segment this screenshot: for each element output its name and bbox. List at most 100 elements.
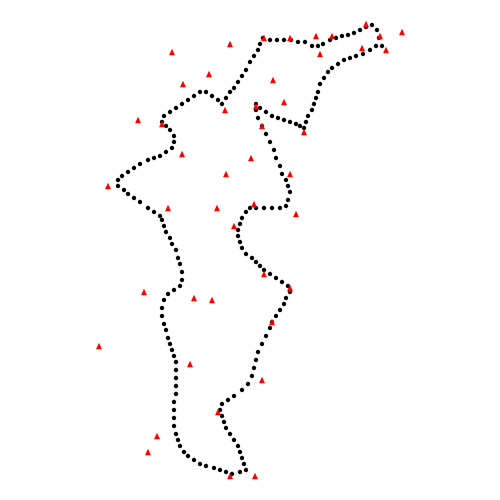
scattered-triangle xyxy=(313,32,319,40)
scattered-triangle xyxy=(214,204,220,212)
outline-dot xyxy=(305,113,311,119)
outline-dot xyxy=(379,43,385,49)
scattered-triangle xyxy=(383,46,389,54)
scattered-triangle xyxy=(287,170,293,178)
outline-dot xyxy=(269,205,275,211)
outline-dot xyxy=(169,145,175,151)
outline-dot xyxy=(293,121,299,127)
scattered-triangle xyxy=(222,106,228,114)
outline-dot xyxy=(255,349,261,355)
outline-dot xyxy=(191,93,197,99)
outline-dot xyxy=(374,27,380,33)
outline-dot xyxy=(173,375,179,381)
scattered-triangle xyxy=(293,210,299,218)
outline-dot xyxy=(157,213,163,219)
outline-dot xyxy=(283,177,289,183)
outline-dot xyxy=(179,101,185,107)
outline-dot xyxy=(171,423,177,429)
outline-dot xyxy=(159,217,165,223)
outline-dot xyxy=(131,195,137,201)
outline-dot xyxy=(219,401,225,407)
outline-dot xyxy=(173,247,179,253)
outline-dot xyxy=(320,41,326,47)
outline-dot xyxy=(161,297,167,303)
outline-dot xyxy=(235,227,241,233)
outline-dot xyxy=(163,229,169,235)
outline-dot xyxy=(203,89,209,95)
outline-dot xyxy=(325,69,331,75)
scattered-triangle xyxy=(209,296,215,304)
outline-dot xyxy=(269,113,275,119)
outline-dot xyxy=(329,65,335,71)
outline-dot xyxy=(165,291,171,297)
outline-dot xyxy=(179,269,185,275)
outline-dot xyxy=(197,461,203,467)
outline-dot xyxy=(169,241,175,247)
outline-dot xyxy=(253,259,259,265)
outline-dot xyxy=(263,131,269,137)
outline-dot xyxy=(297,123,303,129)
outline-dot xyxy=(302,39,308,45)
outline-dot xyxy=(267,139,273,145)
outline-dot xyxy=(171,407,177,413)
scattered-triangle xyxy=(223,170,229,178)
outline-dot xyxy=(167,127,173,133)
scattered-triangle xyxy=(105,182,111,190)
outline-dot xyxy=(167,341,173,347)
outline-dot xyxy=(223,95,229,101)
scattered-triangle xyxy=(187,360,193,368)
outline-dot xyxy=(243,209,249,215)
outline-dot xyxy=(221,419,227,425)
outline-dot xyxy=(231,85,237,91)
outline-dot xyxy=(197,89,203,95)
outline-dot xyxy=(131,165,137,171)
outline-dot xyxy=(173,431,179,437)
outline-dot xyxy=(239,73,245,79)
outline-dot xyxy=(237,221,243,227)
outline-dot xyxy=(373,43,379,49)
outline-dot xyxy=(219,101,225,107)
outline-dot xyxy=(360,51,366,57)
outline-dot xyxy=(281,37,287,43)
outline-dot xyxy=(313,95,319,101)
scattered-triangle xyxy=(179,150,185,158)
outline-dot xyxy=(161,321,167,327)
outline-dot xyxy=(177,261,183,267)
outline-dot xyxy=(119,173,125,179)
scattered-triangle xyxy=(251,200,257,208)
outline-dot xyxy=(215,97,221,103)
outline-dot xyxy=(203,463,209,469)
scattered-triangle xyxy=(165,204,171,212)
outline-dot xyxy=(333,35,339,41)
outline-dot xyxy=(165,335,171,341)
outline-dot xyxy=(167,109,173,115)
outline-dot xyxy=(179,277,185,283)
scattered-triangle xyxy=(270,76,276,84)
outline-dot xyxy=(163,327,169,333)
outline-dot xyxy=(231,393,237,399)
outline-dot xyxy=(271,147,277,153)
scattered-triangle xyxy=(269,318,275,326)
outline-dot xyxy=(151,209,157,215)
scattered-triangle xyxy=(261,270,267,278)
outline-dot xyxy=(239,387,245,393)
outline-dot xyxy=(191,457,197,463)
outline-dot xyxy=(267,271,273,277)
outline-dot xyxy=(171,415,177,421)
scattered-triangle xyxy=(317,50,323,58)
outline-dot xyxy=(159,313,165,319)
outline-dot xyxy=(161,113,167,119)
outline-dot xyxy=(277,205,283,211)
outline-dot xyxy=(277,163,283,169)
scattered-triangle xyxy=(248,154,254,162)
outline-dot xyxy=(137,161,143,167)
outline-dot xyxy=(125,169,131,175)
scattered-triangle xyxy=(287,34,293,42)
scattered-triangle xyxy=(231,222,237,230)
outline-dot xyxy=(263,333,269,339)
outline-dot xyxy=(353,53,359,59)
outline-dot xyxy=(247,59,253,65)
scattered-triangle xyxy=(259,122,265,130)
outline-dot xyxy=(239,245,245,251)
outline-dot xyxy=(145,157,151,163)
